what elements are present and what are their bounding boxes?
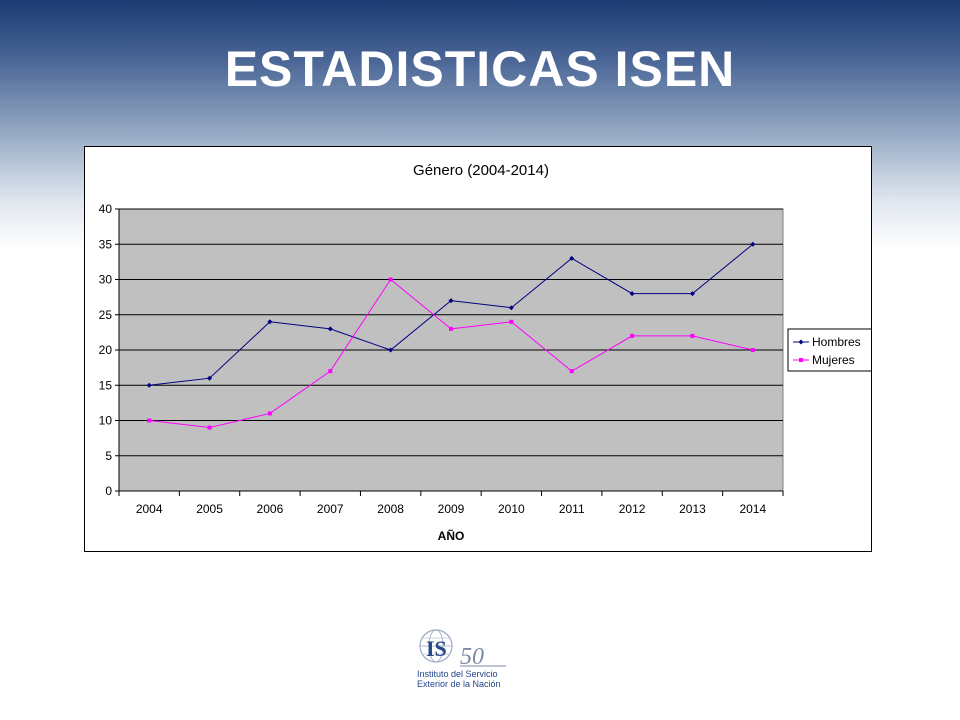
x-axis-label: AÑO [438,528,465,543]
data-point-mujeres [267,411,272,416]
data-point-mujeres [147,418,152,423]
data-point-hombres [207,375,213,381]
data-point-mujeres [750,348,755,352]
data-point-mujeres [509,319,514,324]
data-point-mujeres [690,333,695,338]
data-point-hombres [448,298,454,304]
chart-title: Género (2004-2014) [413,162,549,179]
x-tick-label: 2012 [619,502,646,516]
y-tick-label: 15 [99,378,113,392]
isen-logo: IS 50 [419,629,506,670]
x-tick-label: 2006 [257,502,284,516]
x-tick-label: 2014 [739,502,766,516]
y-tick-label: 30 [99,273,113,287]
x-tick-label: 2013 [679,502,706,516]
y-tick-label: 10 [99,414,113,428]
legend-marker [799,358,803,362]
data-point-mujeres [569,369,574,374]
data-point-hombres [508,305,514,311]
x-tick-label: 2004 [136,502,163,516]
y-tick-label: 25 [99,308,113,322]
globe-logo-icon [419,629,453,663]
data-point-mujeres [449,326,453,331]
data-point-mujeres [388,277,393,282]
data-point-hombres [327,326,333,332]
data-point-hombres [689,291,695,297]
data-point-mujeres [207,425,212,430]
logo-mark: IS [426,636,447,661]
x-tick-label: 2009 [438,502,465,516]
data-point-hombres [267,319,273,325]
data-point-mujeres [630,333,635,338]
line-chart: Género (2004-2014) 0 5 10 15 20 25 30 35 40 2004 2… [99,162,871,543]
y-tick-label: 0 [105,484,112,498]
data-point-mujeres [328,369,333,374]
legend: Hombres Mujeres [787,328,871,372]
logo-line-2: Exterior de la Nación [417,679,501,689]
slide-title: ESTADISTICAS ISEN [224,41,736,97]
y-tick-label: 40 [99,202,113,216]
y-tick-label: 35 [99,237,113,251]
legend-marker [798,339,804,345]
x-tick-label: 2010 [498,502,525,516]
legend-label-mujeres: Mujeres [812,353,855,367]
legend-box [787,328,871,372]
x-tick-label: 2007 [317,502,344,516]
logo-line-1: Instituto del Servicio [417,669,498,679]
axes: 0 5 10 15 20 25 30 35 40 2004 2005 2006 2007 2008 2009… [99,202,784,516]
x-tick-label: 2008 [377,502,404,516]
data-point-hombres [569,255,575,261]
gridlines [119,208,783,457]
y-tick-label: 5 [105,449,112,463]
data-point-hombres [388,347,394,353]
data-point-hombres [629,291,635,297]
data-point-hombres [146,382,152,388]
series-layer [146,241,756,430]
x-tick-label: 2005 [196,502,223,516]
x-tick-label: 2011 [559,502,585,516]
logo-caption: Instituto del Servicio Exterior de la Na… [417,669,501,689]
legend-label-hombres: Hombres [812,335,861,349]
data-point-hombres [750,241,756,247]
chart-frame: Género (2004-2014) 0 5 10 15 20 25 30 35 40 2004 2… [84,146,872,552]
y-tick-label: 20 [99,343,113,357]
